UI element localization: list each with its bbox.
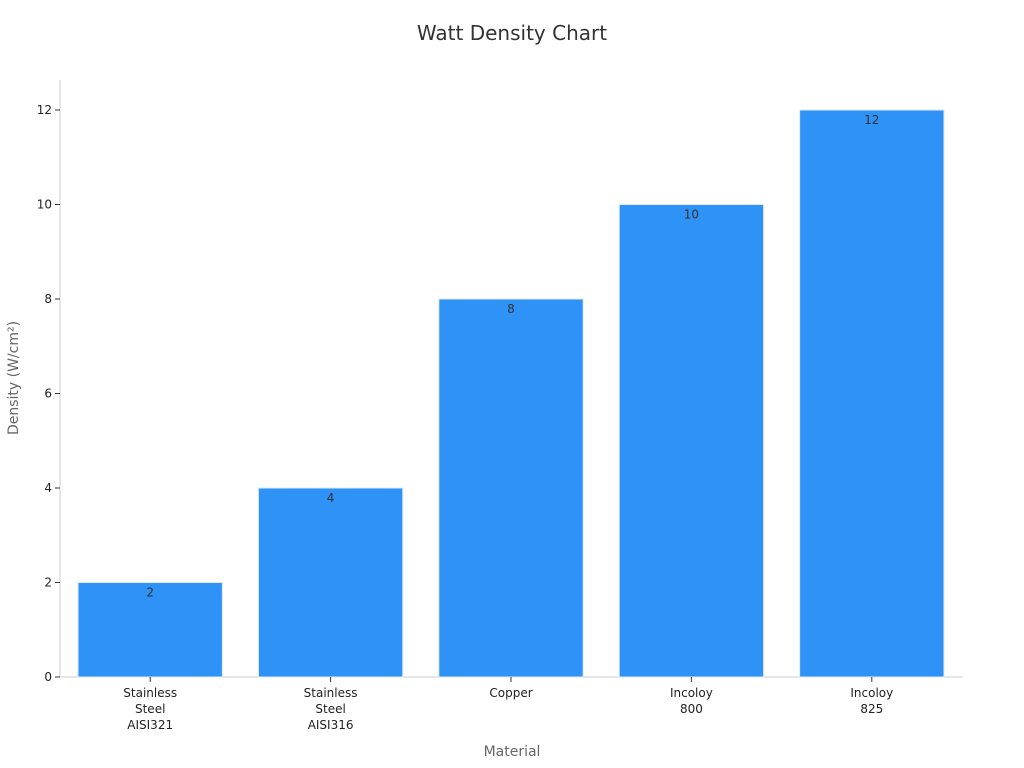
bar: [799, 109, 945, 678]
bars-group: 2 4 8 10 12: [77, 109, 945, 678]
bar-value-label: 2: [146, 586, 154, 600]
bar: [257, 487, 404, 678]
x-axis-title: Material: [484, 744, 541, 760]
x-tick-label: Steel: [315, 702, 345, 716]
x-tick-label: 800: [680, 702, 703, 716]
x-tick-label: Copper: [489, 686, 532, 700]
bar: [77, 582, 223, 678]
bar: [618, 204, 765, 678]
x-axis-ticks: Stainless Steel AISI321 Stainless Steel AISI3…: [123, 677, 893, 732]
chart-title: Watt Density Chart: [417, 21, 607, 45]
x-tick-label: Incoloy: [670, 686, 713, 700]
y-tick-label: 4: [44, 481, 52, 495]
x-tick-label: AISI316: [308, 718, 354, 732]
y-tick-label: 2: [44, 576, 52, 590]
y-tick-label: 10: [37, 198, 52, 212]
y-axis-ticks: 0 2 4 6 8 10 12: [37, 103, 60, 684]
x-tick-label: Steel: [135, 702, 165, 716]
bar-value-label: 4: [327, 491, 335, 505]
y-tick-label: 6: [44, 387, 52, 401]
x-tick-label: AISI321: [127, 718, 173, 732]
y-tick-label: 0: [44, 670, 52, 684]
x-tick-label: Stainless: [123, 686, 177, 700]
x-tick-label: Stainless: [304, 686, 358, 700]
bar-value-label: 8: [507, 302, 515, 316]
bar: [438, 298, 584, 678]
y-axis-title: Density (W/cm²): [6, 321, 22, 435]
y-tick-label: 12: [37, 103, 52, 117]
x-tick-label: 825: [860, 702, 883, 716]
bar-value-label: 10: [684, 208, 699, 222]
x-tick-label: Incoloy: [850, 686, 893, 700]
bar-value-label: 12: [864, 113, 879, 127]
y-tick-label: 8: [44, 292, 52, 306]
